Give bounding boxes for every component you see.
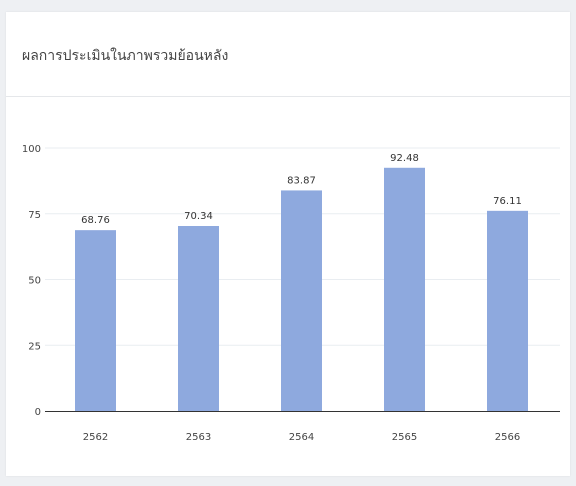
x-tick-labels: 2562 2563 2564 2565 2566 [83, 432, 520, 443]
bar-2565[interactable] [384, 167, 425, 411]
bar-2566[interactable] [487, 210, 528, 411]
x-tick-label: 2566 [495, 432, 520, 443]
bar-2563[interactable] [178, 226, 219, 411]
bars [75, 167, 528, 411]
y-tick-label: 25 [28, 341, 41, 352]
x-tick-label: 2562 [83, 432, 108, 443]
data-labels: 68.76 70.34 83.87 92.48 76.11 [81, 153, 522, 226]
y-tick-labels: 0 25 50 75 100 [22, 144, 41, 418]
card-title: ผลการประเมินในภาพรวมย้อนหลัง [22, 48, 229, 64]
x-tick-label: 2564 [289, 432, 314, 443]
y-tick-label: 0 [35, 407, 41, 418]
y-tick-label: 100 [22, 144, 41, 155]
data-label: 70.34 [184, 211, 213, 222]
bar-2564[interactable] [281, 190, 322, 411]
x-tick-label: 2563 [186, 432, 211, 443]
x-tick-label: 2565 [392, 432, 417, 443]
card-header: ผลการประเมินในภาพรวมย้อนหลัง [6, 12, 570, 97]
data-label: 68.76 [81, 215, 110, 226]
data-label: 92.48 [390, 153, 419, 164]
y-tick-label: 75 [28, 210, 41, 221]
y-tick-label: 50 [28, 276, 41, 287]
bar-2562[interactable] [75, 230, 116, 411]
data-label: 76.11 [493, 196, 522, 207]
data-label: 83.87 [287, 175, 316, 186]
